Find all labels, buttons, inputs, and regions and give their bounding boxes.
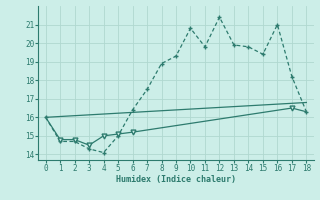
X-axis label: Humidex (Indice chaleur): Humidex (Indice chaleur) (116, 175, 236, 184)
